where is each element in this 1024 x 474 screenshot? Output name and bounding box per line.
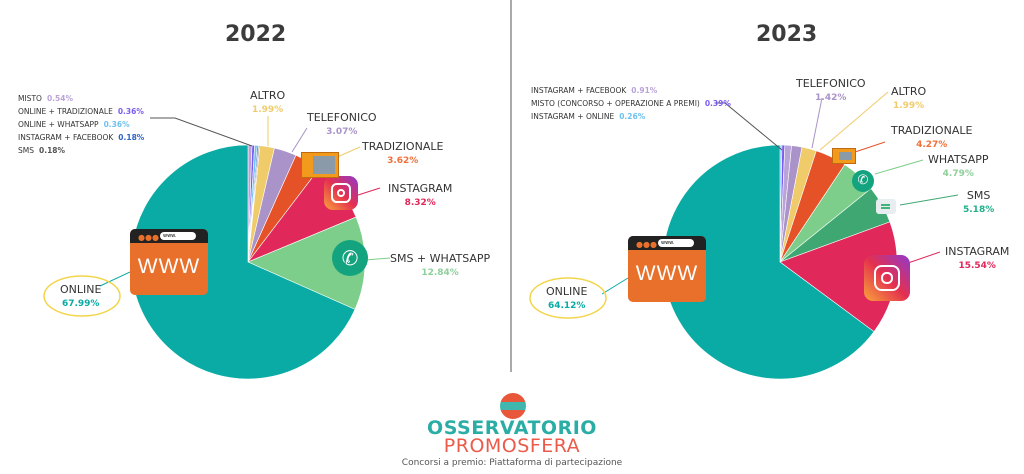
label-telefonico-2023: TELEFONICO 1.42% xyxy=(796,77,866,103)
leader-telefonico-2022 xyxy=(291,127,308,153)
logo-line2: PROMOSFERA xyxy=(443,435,581,457)
leader-instagram-2022 xyxy=(354,187,381,197)
label-online-whatsapp-2022: ONLINE + WHATSAPP 0.36% xyxy=(18,120,130,129)
label-instagram-facebook-2022: INSTAGRAM + FACEBOOK 0.18% xyxy=(18,133,145,142)
leader-sms-whatsapp-2022 xyxy=(364,257,391,261)
whatsapp-icon: ✆ xyxy=(852,170,874,192)
logo-line1: OSSERVATORIO xyxy=(427,417,597,439)
label-misto-2022: MISTO 0.54% xyxy=(18,94,73,103)
leader-small-2022 xyxy=(150,117,253,147)
title-2022: 2022 xyxy=(225,22,287,47)
label-instagram-online-2023: INSTAGRAM + ONLINE 0.26% xyxy=(531,112,646,121)
leader-online-2023 xyxy=(601,277,629,295)
leader-telefonico-2023 xyxy=(811,97,823,149)
slice-online xyxy=(662,144,875,380)
label-whatsapp-2023: WHATSAPP 4.79% xyxy=(928,153,989,179)
browser-www-icon: ●●● www. WWW xyxy=(628,236,706,302)
label-online-2022: ONLINE 67.99% xyxy=(60,283,102,309)
leader-tradizionale-2023 xyxy=(854,141,886,153)
slice-online xyxy=(130,144,356,380)
whatsapp-icon: ✆ xyxy=(332,240,368,276)
leader-instagram-2023 xyxy=(907,251,941,264)
label-instagram-2023: INSTAGRAM 15.54% xyxy=(945,245,1010,271)
label-misto-2023: MISTO (CONCORSO + OPERAZIONE A PREMI) 0.3… xyxy=(531,99,731,108)
label-online-tradizionale-2022: ONLINE + TRADIZIONALE 0.36% xyxy=(18,107,144,116)
label-online-2023: ONLINE 64.12% xyxy=(546,285,588,311)
pie-2023 xyxy=(662,144,898,380)
leader-whatsapp-2023 xyxy=(874,159,924,175)
leader-small-2023 xyxy=(715,102,783,151)
label-sms-2023: SMS 5.18% xyxy=(963,189,995,215)
leader-sms-2023 xyxy=(899,194,959,206)
pie-2022 xyxy=(130,144,366,380)
leader-tradizionale-2022 xyxy=(334,146,361,159)
label-altro-2022: ALTRO 1.99% xyxy=(250,89,286,115)
online-highlight-2022 xyxy=(43,275,121,317)
label-sms-whatsapp-2022: SMS + WHATSAPP 12.84% xyxy=(390,252,491,278)
browser-www-icon: ●●● www. WWW xyxy=(130,229,208,295)
title-2023: 2023 xyxy=(756,22,818,47)
sms-bubble-icon xyxy=(876,199,896,214)
label-instagram-facebook-2023: INSTAGRAM + FACEBOOK 0.91% xyxy=(531,86,658,95)
gift-ticket-icon xyxy=(832,148,856,164)
label-instagram-2022: INSTAGRAM 8.32% xyxy=(388,182,453,208)
label-tradizionale-2022: TRADIZIONALE 3.62% xyxy=(362,140,444,166)
gift-ticket-icon xyxy=(301,152,339,178)
tagline: Concorsi a premio: Piattaforma di partec… xyxy=(401,458,623,468)
instagram-icon xyxy=(864,255,910,301)
instagram-icon xyxy=(324,176,358,210)
label-sms-2022: SMS 0.18% xyxy=(18,146,66,155)
label-telefonico-2022: TELEFONICO 3.07% xyxy=(307,111,377,137)
label-altro-2023: ALTRO 1.99% xyxy=(891,85,927,111)
online-highlight-2023 xyxy=(529,277,607,319)
leader-online-2022 xyxy=(99,271,131,287)
leader-altro-2023 xyxy=(819,91,889,151)
logo-sphere-icon xyxy=(500,393,526,419)
label-tradizionale-2023: TRADIZIONALE 4.27% xyxy=(891,124,973,150)
